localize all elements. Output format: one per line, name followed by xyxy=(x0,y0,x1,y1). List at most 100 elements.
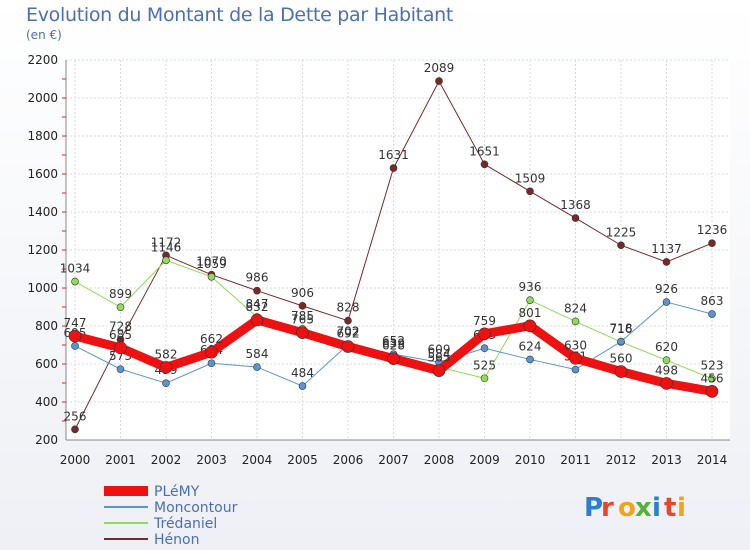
data-point xyxy=(71,342,79,350)
data-point xyxy=(478,327,491,341)
data-point xyxy=(296,326,309,339)
brand-letter: r xyxy=(601,493,614,523)
data-label: 747 xyxy=(64,316,87,330)
y-tick-label: 2200 xyxy=(27,53,58,67)
data-label: 936 xyxy=(519,280,542,294)
data-point xyxy=(387,352,400,365)
data-point xyxy=(617,337,625,346)
data-label: 582 xyxy=(155,347,178,361)
x-tick-label: 2014 xyxy=(697,453,728,467)
y-tick-label: 400 xyxy=(35,395,58,409)
data-point xyxy=(571,214,580,222)
data-label: 1368 xyxy=(560,198,591,212)
data-label: 718 xyxy=(610,322,633,336)
data-label: 456 xyxy=(701,371,724,385)
data-point xyxy=(116,365,125,373)
data-point xyxy=(662,298,671,306)
data-label: 785 xyxy=(291,309,314,323)
data-label: 986 xyxy=(246,271,269,285)
brand-letter: i xyxy=(677,493,686,523)
data-label: 692 xyxy=(337,327,360,341)
y-tick-label: 1600 xyxy=(27,167,58,181)
data-point xyxy=(705,385,719,398)
data-point xyxy=(298,302,307,310)
data-point xyxy=(526,355,534,364)
data-point xyxy=(526,187,534,196)
data-label: 584 xyxy=(246,347,269,361)
brand-letter: x xyxy=(635,493,652,523)
data-point xyxy=(207,359,216,368)
data-point xyxy=(159,361,173,374)
x-tick-label: 2002 xyxy=(151,453,182,467)
y-tick-label: 800 xyxy=(35,319,58,333)
data-label: 523 xyxy=(701,359,724,373)
x-tick-label: 2009 xyxy=(469,453,500,467)
data-label: 716 xyxy=(610,322,633,336)
y-tick-label: 600 xyxy=(35,357,58,371)
x-tick-label: 2001 xyxy=(105,453,136,467)
data-label: 1059 xyxy=(196,257,227,271)
data-point xyxy=(207,272,216,281)
data-point xyxy=(660,377,673,390)
data-label: 1509 xyxy=(515,171,546,185)
data-label: 639 xyxy=(382,337,405,351)
data-label: 899 xyxy=(109,287,132,301)
legend-label: Moncontour xyxy=(154,500,238,516)
x-tick-label: 2011 xyxy=(560,453,591,467)
data-point xyxy=(341,340,355,353)
data-label: 702 xyxy=(337,325,360,339)
data-label: 828 xyxy=(337,301,360,315)
data-point xyxy=(614,365,628,378)
data-label: 906 xyxy=(291,286,314,300)
y-tick-label: 1000 xyxy=(27,281,58,295)
data-point xyxy=(662,258,671,266)
data-label: 1146 xyxy=(151,240,182,254)
data-point xyxy=(162,379,170,387)
data-label: 832 xyxy=(246,300,269,314)
y-tick-label: 2000 xyxy=(27,91,58,105)
chart-title: Evolution du Montant de la Dette par Hab… xyxy=(26,4,454,26)
data-label: 630 xyxy=(564,338,587,352)
data-label: 620 xyxy=(655,340,678,354)
data-label: 609 xyxy=(428,342,451,356)
data-point xyxy=(662,356,671,365)
y-tick-label: 1400 xyxy=(27,205,58,219)
data-label: 624 xyxy=(519,339,542,353)
brand-letter: i xyxy=(652,493,661,523)
data-point xyxy=(253,286,261,295)
data-point xyxy=(617,241,625,250)
data-label: 863 xyxy=(701,294,724,308)
y-tick-label: 1200 xyxy=(27,243,58,257)
x-tick-label: 2003 xyxy=(196,453,227,467)
x-tick-label: 2006 xyxy=(333,453,364,467)
data-label: 256 xyxy=(64,409,87,423)
data-point xyxy=(68,329,82,343)
data-label: 662 xyxy=(200,332,223,346)
data-point xyxy=(250,313,264,327)
data-point xyxy=(523,319,537,333)
data-label: 1631 xyxy=(378,148,409,162)
data-label: 1651 xyxy=(469,144,500,158)
x-tick-label: 2013 xyxy=(651,453,682,467)
legend-label: Hénon xyxy=(154,532,199,548)
data-point xyxy=(571,317,580,326)
data-label: 685 xyxy=(109,328,132,342)
data-label: 824 xyxy=(564,301,587,315)
data-point xyxy=(298,382,307,390)
data-point xyxy=(71,425,79,434)
data-point xyxy=(480,160,489,169)
data-label: 759 xyxy=(473,314,496,328)
data-label: 1236 xyxy=(697,223,728,237)
data-label: 1070 xyxy=(196,255,227,269)
data-label: 728 xyxy=(109,320,132,334)
x-tick-label: 2004 xyxy=(242,453,273,467)
brand-letter: P xyxy=(584,493,603,523)
data-label: 1172 xyxy=(151,235,182,249)
data-label: 801 xyxy=(519,306,542,320)
x-tick-label: 2000 xyxy=(60,453,91,467)
data-label: 1034 xyxy=(60,262,91,276)
data-label: 525 xyxy=(473,358,496,372)
x-tick-label: 2008 xyxy=(424,453,455,467)
data-point xyxy=(571,365,580,374)
